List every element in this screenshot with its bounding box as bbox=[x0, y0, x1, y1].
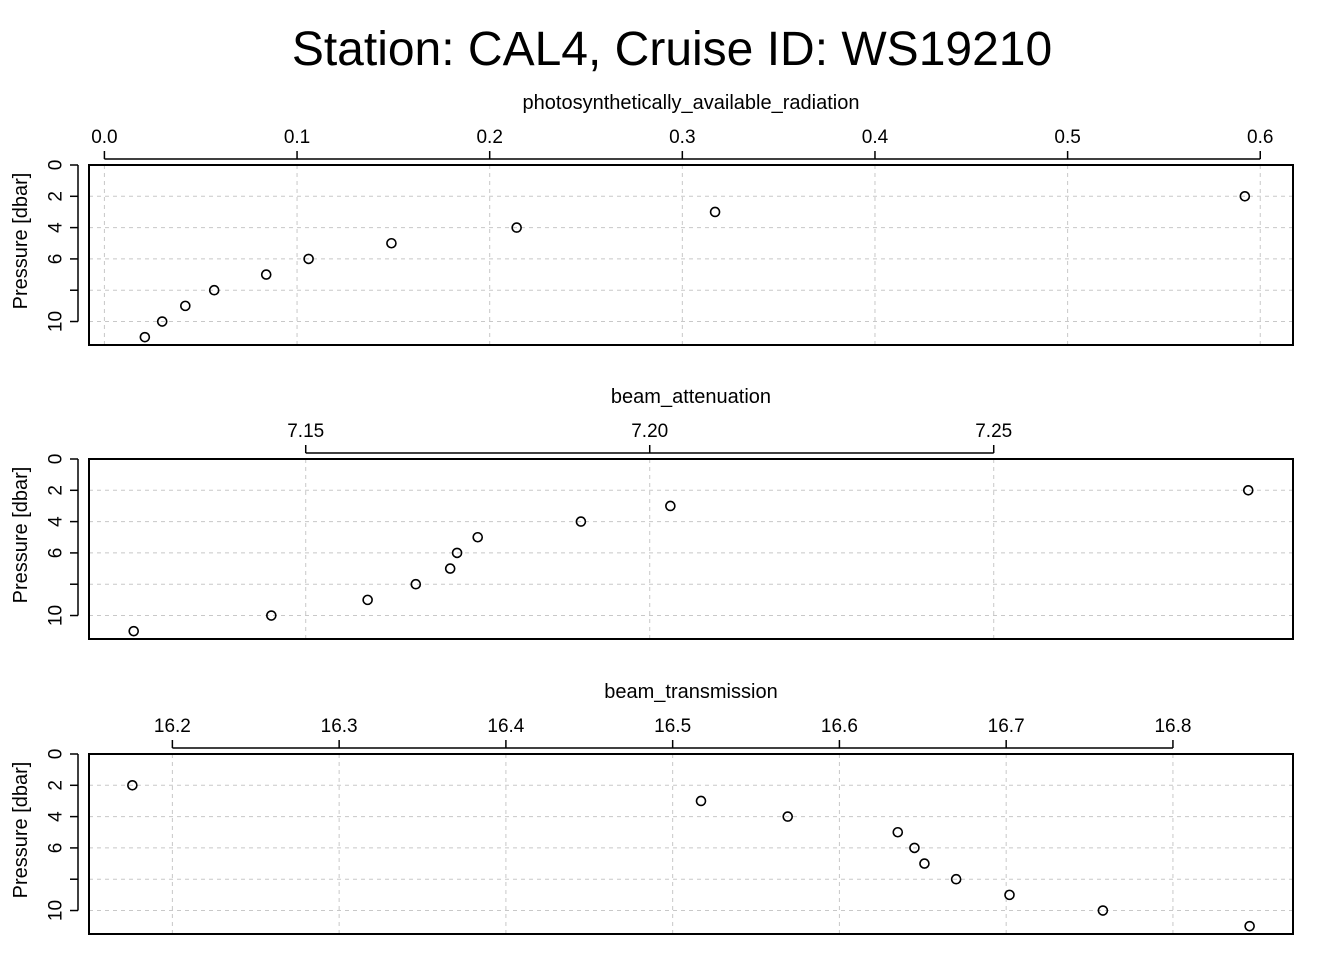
data-point bbox=[1004, 889, 1015, 901]
x-tick-label: 7.20 bbox=[631, 421, 668, 442]
x-tick-label: 0.4 bbox=[862, 127, 889, 148]
x-tick-label: 16.4 bbox=[487, 716, 524, 737]
x-tick-label: 7.15 bbox=[287, 421, 324, 442]
panel-2: 7.15 7.20 7.25 beam_attenuation 0 2 4 6 10 Pressu… bbox=[10, 386, 1294, 640]
data-point bbox=[575, 516, 587, 527]
x-tick-label: 0.1 bbox=[284, 127, 310, 148]
data-point bbox=[180, 300, 191, 312]
y-tick-label: 4 bbox=[46, 811, 67, 822]
data-point bbox=[266, 610, 277, 621]
x-tick-label: 0.5 bbox=[1054, 127, 1080, 148]
data-point bbox=[139, 331, 151, 343]
y-axis-label: Pressure [dbar] bbox=[10, 762, 32, 899]
data-point bbox=[1244, 920, 1255, 932]
y-tick-label: 0 bbox=[46, 454, 67, 465]
x-tick-label: 16.3 bbox=[321, 716, 358, 737]
panel-1: 0.0 0.1 0.2 0.3 0.4 0.5 0.6 photosynthetically_… bbox=[10, 92, 1294, 346]
y-tick-label: 2 bbox=[46, 191, 67, 202]
x-axis-label: beam_attenuation bbox=[611, 386, 771, 408]
x-axis-label: beam_transmission bbox=[604, 681, 777, 703]
y-tick-label: 0 bbox=[46, 749, 67, 760]
panel-3: 16.2 16.3 16.4 16.5 16.6 16.7 16.8 beam_transmi… bbox=[10, 681, 1294, 935]
data-point bbox=[362, 594, 373, 606]
data-point bbox=[665, 500, 676, 512]
data-point bbox=[1242, 485, 1254, 496]
plot-frame bbox=[88, 458, 1294, 640]
x-tick-label: 16.2 bbox=[154, 716, 191, 737]
data-point bbox=[919, 858, 930, 869]
data-point bbox=[444, 563, 456, 574]
data-point bbox=[260, 269, 272, 280]
plot-frame bbox=[88, 753, 1294, 935]
y-tick-label: 0 bbox=[46, 160, 67, 171]
data-point bbox=[709, 206, 721, 218]
y-tick-label: 4 bbox=[46, 516, 67, 527]
x-tick-label: 0.2 bbox=[476, 127, 502, 148]
x-tick-label: 0.3 bbox=[669, 127, 695, 148]
y-axis-label: Pressure [dbar] bbox=[10, 173, 32, 310]
data-point bbox=[386, 237, 397, 249]
data-point bbox=[410, 578, 422, 590]
data-point bbox=[1097, 905, 1109, 916]
data-point bbox=[909, 842, 920, 854]
x-axis-label: photosynthetically_available_radiation bbox=[523, 92, 860, 114]
y-tick-label: 10 bbox=[46, 900, 67, 921]
y-tick-label: 10 bbox=[46, 311, 67, 332]
data-point bbox=[1239, 191, 1251, 202]
x-tick-label: 16.8 bbox=[1154, 716, 1191, 737]
y-tick-label: 4 bbox=[46, 222, 67, 233]
data-point bbox=[128, 625, 140, 637]
y-tick-label: 6 bbox=[46, 843, 67, 854]
data-point bbox=[472, 531, 484, 543]
data-point bbox=[892, 826, 904, 838]
x-tick-label: 7.25 bbox=[975, 421, 1012, 442]
x-tick-label: 16.5 bbox=[654, 716, 691, 737]
data-point bbox=[156, 316, 168, 327]
data-point bbox=[695, 795, 707, 807]
y-tick-label: 10 bbox=[46, 605, 67, 626]
x-tick-label: 0.6 bbox=[1247, 127, 1273, 148]
y-axis-label: Pressure [dbar] bbox=[10, 467, 32, 604]
chart-title: Station: CAL4, Cruise ID: WS19210 bbox=[291, 23, 1053, 76]
data-point bbox=[451, 547, 463, 559]
x-tick-label: 16.6 bbox=[821, 716, 858, 737]
y-tick-label: 6 bbox=[46, 254, 67, 265]
x-tick-label: 0.0 bbox=[91, 127, 117, 148]
data-point bbox=[950, 873, 962, 885]
y-tick-label: 2 bbox=[46, 780, 67, 791]
x-tick-label: 16.7 bbox=[988, 716, 1025, 737]
data-point bbox=[208, 284, 220, 296]
y-tick-label: 6 bbox=[46, 548, 67, 559]
data-point bbox=[511, 222, 522, 233]
plot-frame bbox=[88, 164, 1294, 346]
data-point bbox=[303, 253, 314, 265]
y-tick-label: 2 bbox=[46, 485, 67, 496]
data-point bbox=[782, 811, 794, 822]
data-point bbox=[127, 780, 138, 791]
